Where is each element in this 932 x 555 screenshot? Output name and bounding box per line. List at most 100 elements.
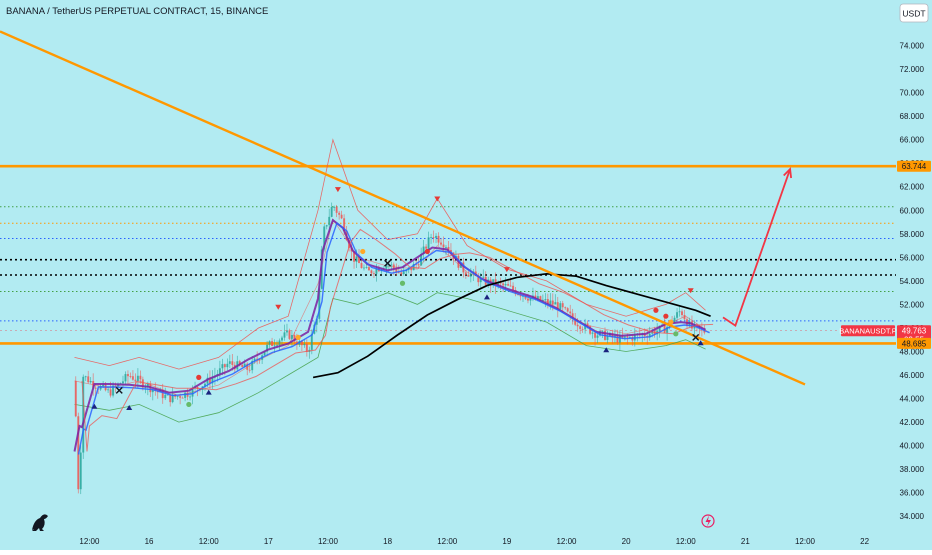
candle-body [581,328,584,330]
candle-body [626,336,629,338]
buy-signal-triangle [91,403,98,409]
candle-body [410,267,413,271]
candle-body [529,297,532,301]
candle-body [479,277,482,283]
candle-body [676,312,679,318]
candle-body [559,303,562,310]
lightning-icon[interactable] [701,514,715,528]
sell-signal-triangle [503,267,510,273]
candle-body [278,340,281,345]
candle-body [203,383,206,387]
candle-body [325,225,328,227]
candle-body [305,343,308,352]
candle-body [79,452,82,490]
time-tick-label: 12:00 [199,537,220,546]
candle-body [539,296,542,301]
candle-body [499,282,502,284]
candle-body [440,242,443,245]
candle-body [310,333,313,350]
candle-body [509,285,512,287]
price-tick-label: 42.000 [900,418,925,427]
price-tick-label: 48.000 [900,347,925,356]
candle-body [355,256,358,262]
candle-body [574,319,577,325]
price-tick-label: 52.000 [900,300,925,309]
candle-body [184,392,187,398]
sell-signal-triangle [687,288,694,294]
price-tick-label: 56.000 [900,253,925,262]
time-tick-label: 16 [145,537,154,546]
candle-body [678,311,681,313]
price-tick-label: 58.000 [900,230,925,239]
projection-arrowhead [783,167,793,179]
candle-body [266,344,269,352]
candle-body [586,323,589,327]
projection-path [722,168,791,327]
price-badge-label: 49.763 [902,327,927,336]
candle-body [370,270,373,274]
slow-ma-line [81,228,714,452]
candle-body [136,375,139,381]
candle-body [536,296,539,300]
candle-body [99,386,102,390]
candle-body [417,264,420,266]
candle-body [208,377,211,384]
candle-body [681,311,684,316]
candle-body [268,341,271,345]
sell-signal-triangle [334,187,341,193]
price-tick-label: 54.000 [900,277,925,286]
signal-dot [653,307,659,313]
candle-body [226,363,229,368]
candle-body [303,343,306,346]
candle-body [375,268,378,274]
candle-body [395,268,398,273]
candle-body [139,375,142,380]
time-tick-label: 17 [264,537,273,546]
candle-body [218,368,221,374]
price-tick-label: 70.000 [900,89,925,98]
upper-band-line [74,138,706,370]
chart-title: BANANA / TetherUS PERPETUAL CONTRACT, 15… [6,6,268,17]
candle-body [427,237,430,249]
candle-body [690,321,693,329]
candle-body [87,376,90,383]
candle-body [618,335,621,343]
symbol-tag [841,325,895,337]
candle-body [248,369,251,371]
currency-button[interactable]: USDT [899,3,929,23]
buy-signal-triangle [483,294,490,300]
candle-body [579,326,582,329]
candle-body [502,283,505,286]
candle-body [141,379,144,388]
candle-body [82,376,85,453]
candle-body [191,388,194,397]
candle-body [358,256,361,264]
currency-button-label[interactable]: USDT [902,9,925,19]
candle-body [596,335,599,338]
horizontal-levels [0,164,896,345]
candle-body [449,249,452,253]
candle-body [179,396,182,398]
candle-body [293,335,296,342]
candle-body [231,361,234,365]
candle-body [397,272,400,274]
candle-body [442,244,445,248]
candle-body [146,383,149,388]
candle-body [258,359,261,361]
candle-body [477,275,480,283]
candle-body [176,396,179,397]
candle-body [437,235,440,243]
candle-body [323,226,326,250]
candle-body [114,385,117,387]
candle-body [228,361,231,364]
price-tick-label: 36.000 [900,489,925,498]
time-tick-label: 12:00 [79,537,100,546]
candle-body [171,394,174,403]
signal-dot [399,280,406,286]
candle-body [522,295,525,297]
price-tick-label: 68.000 [900,112,925,121]
candle-body [554,302,557,305]
